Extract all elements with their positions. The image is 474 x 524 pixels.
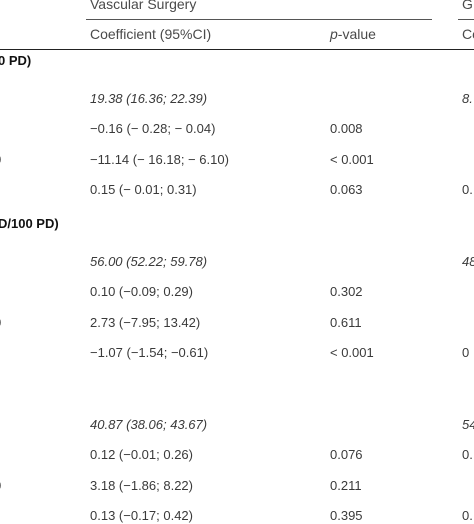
coefficient-cell-group-2: 0. <box>462 508 473 523</box>
coefficient-cell: −11.14 (− 16.18; − 6.10) <box>90 152 229 167</box>
coefficient-cell: −0.16 (− 0.28; − 0.04) <box>90 121 216 136</box>
intercept-coefficient-cell: 40.87 (38.06; 43.67) <box>90 417 208 432</box>
intercept-coefficient-cell: 19.38 (16.36; 22.39) <box>90 91 208 106</box>
coefficient-cell: 0.13 (−0.17; 0.42) <box>90 508 193 523</box>
column-header-coefficient: Coefficient (95%CI) <box>90 26 212 42</box>
coefficient-cell-group-2: 0 <box>462 345 470 360</box>
section-title: 0 PD) <box>0 53 32 68</box>
group-header-2: G <box>462 0 473 12</box>
group-underline-2 <box>458 19 474 20</box>
column-header-coefficient-2: Co <box>462 26 474 42</box>
coefficient-cell: 0.10 (−0.09; 0.29) <box>90 284 193 299</box>
coefficient-cell-group-2: 0. <box>462 447 473 462</box>
p-value-cell: < 0.001 <box>330 345 374 360</box>
coefficient-cell: −1.07 (−1.54; −0.61) <box>90 345 209 360</box>
coefficient-cell-group-2: 8. <box>462 91 473 106</box>
row-label-fragment: 0 <box>0 478 1 494</box>
row-label-fragment: 0 <box>0 315 1 331</box>
coefficient-cell-group-2: 48 <box>462 254 474 269</box>
p-value-cell: 0.395 <box>330 508 363 523</box>
coefficient-cell: 3.18 (−1.86; 8.22) <box>90 478 193 493</box>
group-header-vascular-surgery: Vascular Surgery <box>90 0 197 12</box>
group-underline-vascular <box>86 19 432 20</box>
p-value-cell: 0.076 <box>330 447 363 462</box>
coefficient-cell-group-2: 54 <box>462 417 474 432</box>
intercept-coefficient-cell: 56.00 (52.22; 59.78) <box>90 254 208 269</box>
coefficient-cell: 0.15 (− 0.01; 0.31) <box>90 182 197 197</box>
p-value-cell: 0.211 <box>330 478 362 493</box>
section-title: D/100 PD) <box>0 216 59 231</box>
p-value-cell: 0.302 <box>330 284 363 299</box>
p-value-cell: 0.008 <box>330 121 363 136</box>
row-label-fragment: 0 <box>0 152 1 168</box>
coefficient-cell: 0.12 (−0.01; 0.26) <box>90 447 193 462</box>
p-value-cell: 0.063 <box>330 182 363 197</box>
p-value-cell: < 0.001 <box>330 152 374 167</box>
coefficient-cell: 2.73 (−7.95; 13.42) <box>90 315 201 330</box>
column-header-p-value: p-value <box>330 26 376 42</box>
coefficient-cell-group-2: 0. <box>462 182 473 197</box>
header-rule <box>0 49 474 50</box>
p-value-cell: 0.611 <box>330 315 362 330</box>
